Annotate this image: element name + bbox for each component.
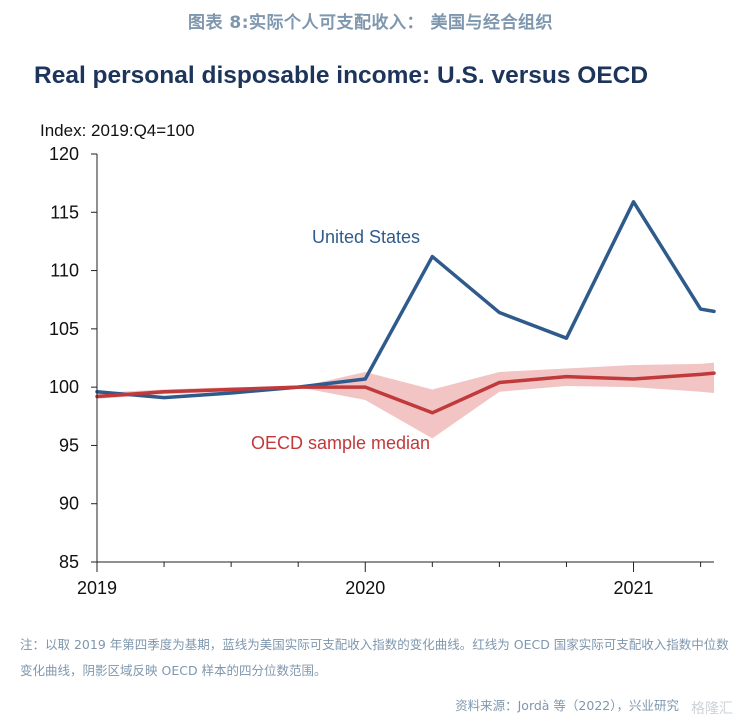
y-tick-label: 105 <box>49 319 79 339</box>
chart-title: Real personal disposable income: U.S. ve… <box>34 62 649 89</box>
source-note: 资料来源：Jordà 等（2022），兴业研究 <box>455 698 679 713</box>
y-tick-label: 100 <box>49 377 79 397</box>
y-axis-label: Index: 2019:Q4=100 <box>40 121 195 140</box>
x-tick-label: 2021 <box>613 578 653 598</box>
y-tick-label: 90 <box>59 494 79 514</box>
y-tick-label: 95 <box>59 435 79 455</box>
series-label-oecd: OECD sample median <box>251 433 430 453</box>
series-lines-layer <box>95 200 716 415</box>
y-tick-label: 120 <box>49 144 79 164</box>
y-tick-label: 115 <box>50 202 79 222</box>
y-tick-label: 110 <box>50 261 79 281</box>
y-tick-label: 85 <box>59 552 79 572</box>
x-tick-label: 2019 <box>77 578 117 598</box>
x-tick-label: 2020 <box>345 578 385 598</box>
oecd-quartile-band-layer <box>97 362 714 439</box>
oecd-quartile-band <box>97 362 714 439</box>
figure-caption: 图表 8:实际个人可支配收入： 美国与经合组织 <box>188 13 553 33</box>
line-chart: Index: 2019:Q4=100 85 90 95 100 105 110 115 120… <box>40 121 716 598</box>
footnote: 注：以取 2019 年第四季度为基期，蓝线为美国实际可支配收入指数的变化曲线。红… <box>20 637 729 678</box>
series-label-us: United States <box>312 227 420 247</box>
watermark-text: 格隆汇 <box>691 701 733 717</box>
axes-layer: 85 90 95 100 105 110 115 120 2019 2020 2021 <box>49 144 714 598</box>
